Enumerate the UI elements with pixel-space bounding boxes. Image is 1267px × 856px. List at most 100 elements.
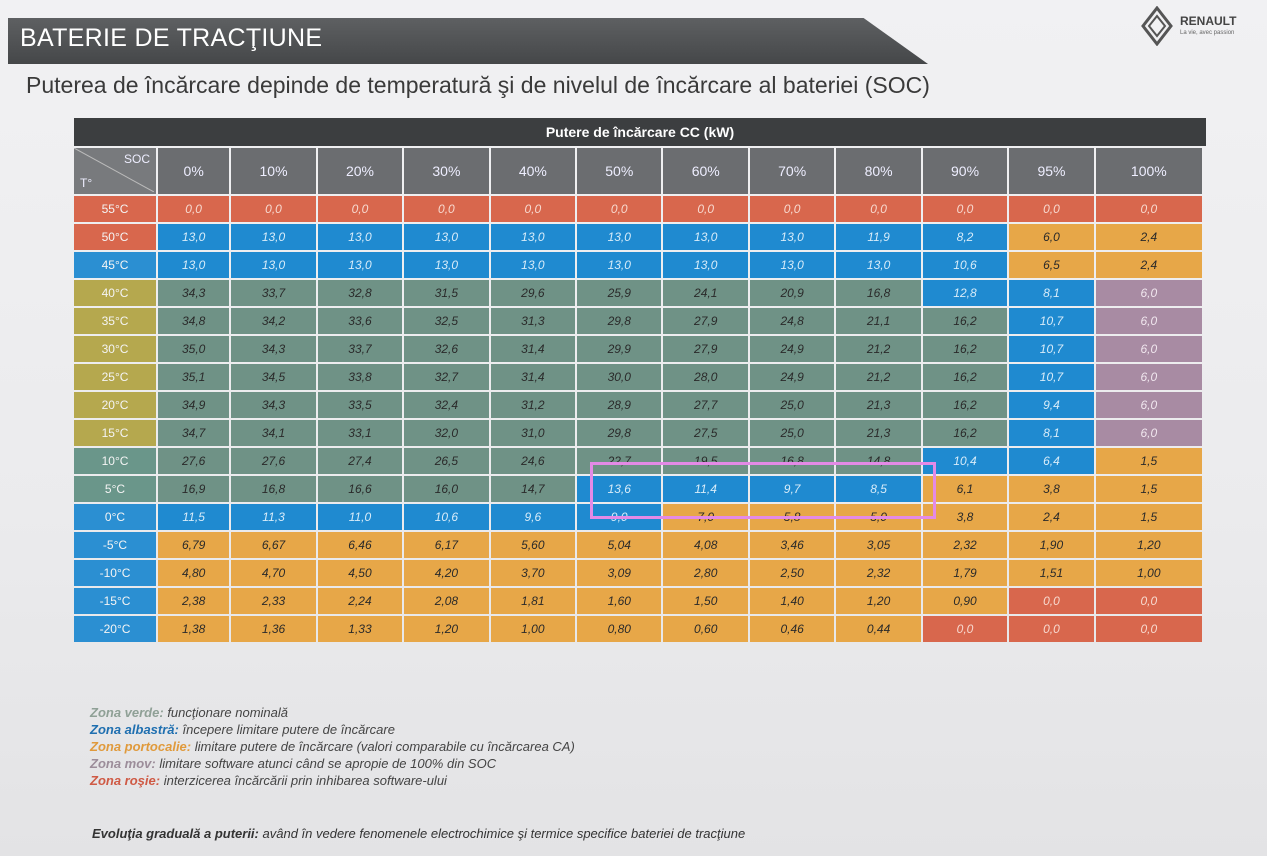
power-cell: 0,0 <box>1009 616 1094 642</box>
legend-item-green: Zona verde: funcţionare nominală <box>90 704 575 721</box>
column-header: 0% <box>158 148 230 194</box>
corner-temp-label: T° <box>80 176 93 190</box>
column-header: 30% <box>404 148 489 194</box>
power-cell: 32,8 <box>317 280 403 306</box>
power-cell: 24,9 <box>749 336 835 362</box>
power-cell: 16,2 <box>922 364 1008 390</box>
power-cell: 20,9 <box>749 280 835 306</box>
power-cell: 8,2 <box>922 224 1008 250</box>
legend-key: Zona mov: <box>90 756 156 771</box>
power-cell: 11,5 <box>158 504 230 530</box>
power-cell: 30,0 <box>577 364 662 390</box>
table-row: 45°C 13,0 13,0 13,0 13,0 13,0 13,0 13,0 13,0 13,0… <box>74 252 1202 278</box>
power-cell: 1,60 <box>577 588 662 614</box>
power-cell: 6,67 <box>231 532 316 558</box>
power-cell: 2,50 <box>749 560 835 586</box>
power-cell: 13,0 <box>158 224 230 250</box>
power-cell: 25,0 <box>749 420 835 446</box>
power-cell: 11,9 <box>836 224 921 250</box>
table-row: 40°C 34,3 33,7 32,8 31,5 29,6 25,9 24,1 20,9 16,8… <box>74 280 1202 306</box>
power-cell: 27,5 <box>663 420 748 446</box>
row-temp-label: 15°C <box>74 420 156 446</box>
power-cell: 21,3 <box>836 420 921 446</box>
power-cell: 27,7 <box>663 392 748 418</box>
power-cell: 13,0 <box>404 224 489 250</box>
power-cell: 6,0 <box>1009 224 1094 250</box>
footnote: Evoluţia graduală a puterii: având în ve… <box>92 826 745 841</box>
power-cell: 0,0 <box>1095 588 1202 614</box>
row-temp-label: 55°C <box>74 196 156 222</box>
power-cell: 28,9 <box>577 392 662 418</box>
row-temp-label: 5°C <box>74 476 156 502</box>
power-cell: 24,1 <box>663 280 748 306</box>
column-header: 90% <box>922 148 1008 194</box>
power-cell: 2,4 <box>1009 504 1094 530</box>
table-row: -20°C 1,38 1,36 1,33 1,20 1,00 0,80 0,60 0,46 0,4… <box>74 616 1202 642</box>
row-temp-label: 10°C <box>74 448 156 474</box>
power-cell: 28,0 <box>663 364 748 390</box>
power-cell: 1,81 <box>490 588 576 614</box>
legend-item-purple: Zona mov: limitare software atunci când … <box>90 755 575 772</box>
power-cell: 31,3 <box>490 308 576 334</box>
power-cell: 32,4 <box>404 392 489 418</box>
power-cell: 1,5 <box>1095 448 1202 474</box>
power-cell: 4,70 <box>231 560 316 586</box>
column-header: 70% <box>749 148 835 194</box>
power-cell: 0,0 <box>1095 616 1202 642</box>
table-row: 20°C 34,9 34,3 33,5 32,4 31,2 28,9 27,7 25,0 21,3… <box>74 392 1202 418</box>
power-cell: 1,38 <box>158 616 230 642</box>
power-cell: 6,17 <box>404 532 489 558</box>
highlight-box <box>590 462 936 519</box>
power-cell: 21,2 <box>836 336 921 362</box>
power-cell: 2,4 <box>1095 224 1202 250</box>
power-cell: 1,5 <box>1095 476 1202 502</box>
power-cell: 6,0 <box>1095 420 1202 446</box>
legend-value: limitare software atunci când se apropie… <box>159 756 497 771</box>
power-cell: 4,80 <box>158 560 230 586</box>
power-cell: 6,79 <box>158 532 230 558</box>
power-cell: 13,0 <box>404 252 489 278</box>
power-cell: 3,05 <box>836 532 921 558</box>
power-cell: 0,0 <box>1009 588 1094 614</box>
row-temp-label: 25°C <box>74 364 156 390</box>
power-cell: 0,0 <box>1095 196 1202 222</box>
power-cell: 5,04 <box>577 532 662 558</box>
power-cell: 0,0 <box>922 616 1008 642</box>
power-cell: 8,1 <box>1009 420 1094 446</box>
power-cell: 31,0 <box>490 420 576 446</box>
power-cell: 6,0 <box>1095 308 1202 334</box>
charging-power-table: Putere de încărcare CC (kW) SOC T° 0% 10%… <box>74 118 1206 644</box>
row-temp-label: 20°C <box>74 392 156 418</box>
table-row: -10°C 4,80 4,70 4,50 4,20 3,70 3,09 2,80 2,50 2,3… <box>74 560 1202 586</box>
legend-item-red: Zona roşie: interzicerea încărcării prin… <box>90 772 575 789</box>
power-cell: 13,0 <box>749 252 835 278</box>
power-cell: 4,20 <box>404 560 489 586</box>
power-cell: 34,1 <box>231 420 316 446</box>
power-cell: 13,0 <box>663 252 748 278</box>
power-cell: 10,7 <box>1009 336 1094 362</box>
legend-item-orange: Zona portocalie: limitare putere de încă… <box>90 738 575 755</box>
power-cell: 33,7 <box>231 280 316 306</box>
table-row: 30°C 35,0 34,3 33,7 32,6 31,4 29,9 27,9 24,9 21,2… <box>74 336 1202 362</box>
power-cell: 33,1 <box>317 420 403 446</box>
power-cell: 27,6 <box>158 448 230 474</box>
power-cell: 10,6 <box>404 504 489 530</box>
row-temp-label: -20°C <box>74 616 156 642</box>
power-cell: 16,8 <box>836 280 921 306</box>
power-cell: 2,38 <box>158 588 230 614</box>
brand-name: RENAULT <box>1180 14 1237 28</box>
power-cell: 6,5 <box>1009 252 1094 278</box>
power-cell: 16,2 <box>922 308 1008 334</box>
power-cell: 33,6 <box>317 308 403 334</box>
power-cell: 10,4 <box>922 448 1008 474</box>
power-cell: 29,8 <box>577 420 662 446</box>
power-cell: 29,8 <box>577 308 662 334</box>
power-cell: 8,5 <box>836 476 921 502</box>
table-row: 15°C 34,7 34,1 33,1 32,0 31,0 29,8 27,5 25,0 21,3… <box>74 420 1202 446</box>
legend-key: Zona albastră: <box>90 722 179 737</box>
power-cell: 13,0 <box>749 224 835 250</box>
power-cell: 13,0 <box>231 224 316 250</box>
power-cell: 16,6 <box>317 476 403 502</box>
power-cell: 1,40 <box>749 588 835 614</box>
corner-cell: SOC T° <box>74 148 156 194</box>
